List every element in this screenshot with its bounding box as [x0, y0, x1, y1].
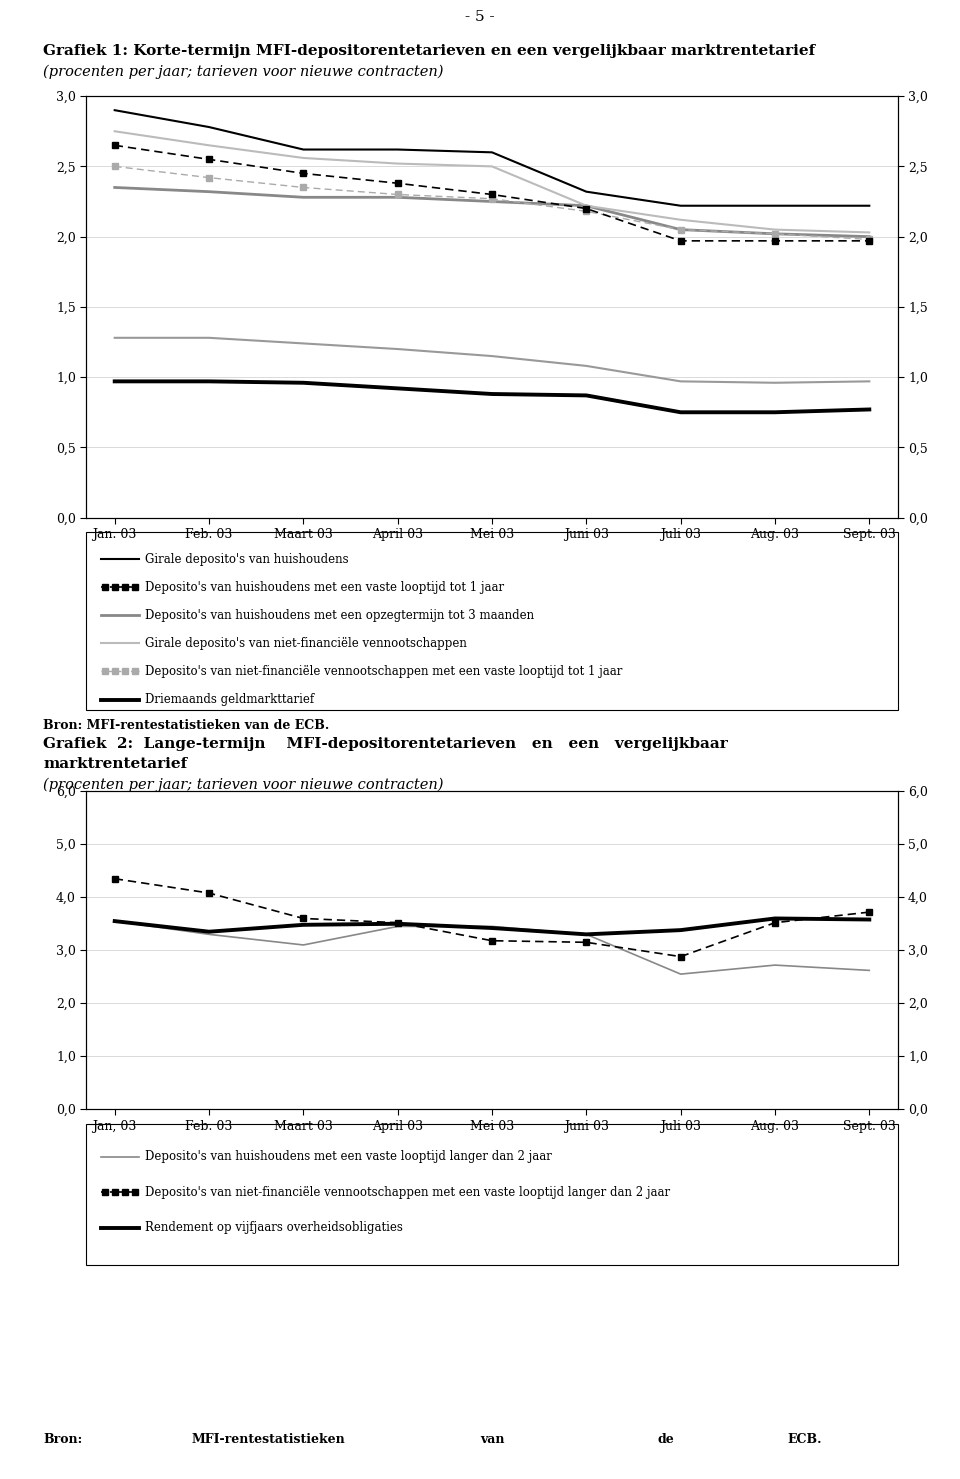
- Text: Girale deposito's van huishoudens: Girale deposito's van huishoudens: [145, 553, 348, 565]
- Text: Girale deposito's van niet-financiële vennootschappen: Girale deposito's van niet-financiële ve…: [145, 637, 467, 649]
- Text: van: van: [480, 1433, 505, 1446]
- Text: Deposito's van huishoudens met een opzegtermijn tot 3 maanden: Deposito's van huishoudens met een opzeg…: [145, 609, 534, 621]
- Text: Deposito's van niet-financiële vennootschappen met een vaste looptijd tot 1 jaar: Deposito's van niet-financiële vennootsc…: [145, 666, 622, 677]
- Text: (procenten per jaar; tarieven voor nieuwe contracten): (procenten per jaar; tarieven voor nieuw…: [43, 778, 444, 793]
- Text: Bron: MFI-rentestatistieken van de ECB.: Bron: MFI-rentestatistieken van de ECB.: [43, 719, 329, 732]
- Text: Deposito's van huishoudens met een vaste looptijd langer dan 2 jaar: Deposito's van huishoudens met een vaste…: [145, 1151, 552, 1162]
- Text: MFI-rentestatistieken: MFI-rentestatistieken: [192, 1433, 346, 1446]
- Text: - 5 -: - 5 -: [466, 9, 494, 24]
- Text: Bron:: Bron:: [43, 1433, 83, 1446]
- Text: (procenten per jaar; tarieven voor nieuwe contracten): (procenten per jaar; tarieven voor nieuw…: [43, 65, 444, 80]
- Text: marktrentetarief: marktrentetarief: [43, 757, 187, 771]
- Text: Deposito's van huishoudens met een vaste looptijd tot 1 jaar: Deposito's van huishoudens met een vaste…: [145, 581, 504, 593]
- Text: Driemaands geldmarkttarief: Driemaands geldmarkttarief: [145, 694, 314, 705]
- Text: Grafiek  2:  Lange-termijn    MFI-depositorentetarieven   en   een   vergelijkba: Grafiek 2: Lange-termijn MFI-depositoren…: [43, 737, 728, 750]
- Text: Grafiek 1: Korte-termijn MFI-depositorentetarieven en een vergelijkbaar marktren: Grafiek 1: Korte-termijn MFI-depositoren…: [43, 44, 815, 58]
- Text: de: de: [658, 1433, 674, 1446]
- Text: Rendement op vijfjaars overheidsobligaties: Rendement op vijfjaars overheidsobligati…: [145, 1222, 403, 1233]
- Text: ECB.: ECB.: [787, 1433, 822, 1446]
- Text: Deposito's van niet-financiële vennootschappen met een vaste looptijd langer dan: Deposito's van niet-financiële vennootsc…: [145, 1186, 670, 1198]
